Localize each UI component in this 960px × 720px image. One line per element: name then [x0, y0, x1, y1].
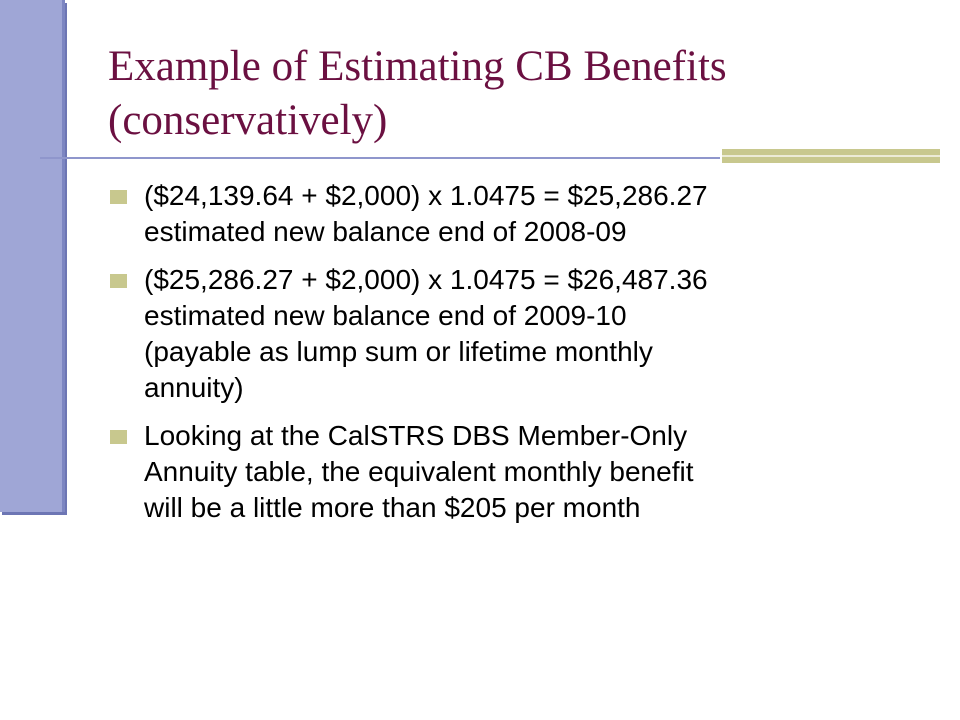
left-accent-bar — [0, 0, 65, 512]
bullet-item-3: Looking at the CalSTRS DBS Member-Only A… — [108, 418, 908, 526]
bullet-3-line-3: will be a little more than $205 per mont… — [144, 492, 641, 523]
bullet-item-2: ($25,286.27 + $2,000) x 1.0475 = $26,487… — [108, 262, 908, 406]
bullet-2-line-2: estimated new balance end of 2009-10 — [144, 300, 627, 331]
square-bullet-icon — [110, 190, 127, 204]
slide-title: Example of Estimating CB Benefits (conse… — [108, 40, 928, 148]
title-accent-bar — [722, 149, 940, 163]
square-bullet-icon — [110, 430, 127, 444]
slide-title-line-2: (conservatively) — [108, 97, 388, 144]
square-bullet-icon — [110, 274, 127, 288]
bullet-2-line-1: ($25,286.27 + $2,000) x 1.0475 = $26,487… — [144, 264, 708, 295]
bullet-2-line-4: annuity) — [144, 372, 244, 403]
bullet-3-line-1: Looking at the CalSTRS DBS Member-Only — [144, 420, 688, 451]
slide-title-line-1: Example of Estimating CB Benefits — [108, 43, 727, 90]
bullet-list: ($24,139.64 + $2,000) x 1.0475 = $25,286… — [108, 178, 908, 538]
bullet-1-line-2: estimated new balance end of 2008-09 — [144, 216, 627, 247]
bullet-3-line-2: Annuity table, the equivalent monthly be… — [144, 456, 694, 487]
bullet-item-1: ($24,139.64 + $2,000) x 1.0475 = $25,286… — [108, 178, 908, 250]
title-divider — [40, 157, 720, 159]
bullet-2-line-3: (payable as lump sum or lifetime monthly — [144, 336, 653, 367]
bullet-1-line-1: ($24,139.64 + $2,000) x 1.0475 = $25,286… — [144, 180, 708, 211]
